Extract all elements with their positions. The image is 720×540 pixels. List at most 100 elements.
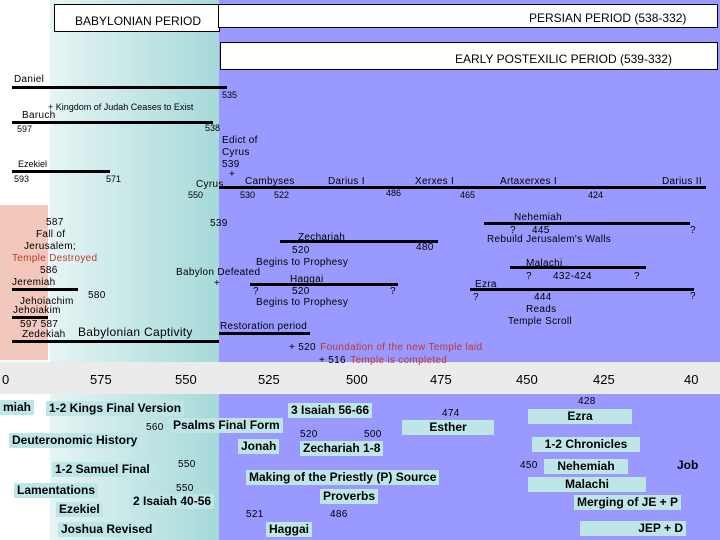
foundation-year: + 520: [289, 342, 316, 353]
xerxes-bar: [388, 186, 460, 189]
axis-tick-425: 425: [593, 372, 615, 387]
y521: 521: [246, 509, 264, 520]
foundation-text: Foundation of the new Temple laid: [320, 342, 483, 353]
axis-tick-575: 575: [90, 372, 112, 387]
restoration-label: Restoration period: [220, 321, 308, 332]
malachi-label: Malachi: [526, 258, 563, 269]
ezra-bar: [470, 288, 694, 291]
jonah-label: Jonah: [238, 439, 280, 455]
haggai-bar: [250, 283, 398, 286]
psalms-label: Psalms Final Form: [170, 418, 283, 434]
ezekiel-bar: [12, 170, 110, 173]
persian-header-text: PERSIAN PERIOD (538-332): [529, 11, 687, 25]
y550b: 550: [176, 483, 194, 494]
ezekiel-label: Ezekiel: [18, 159, 48, 169]
ezekiel-label-lower: Ezekiel: [56, 502, 103, 518]
fall-year: 587: [46, 217, 64, 228]
daniel-end: 535: [222, 90, 238, 100]
jeremiah-bar: [12, 288, 78, 291]
captivity-bar-left: [12, 340, 48, 343]
haggai-start: 520: [292, 286, 310, 297]
malachi-bar: [510, 266, 646, 269]
edict-line-2: Cyrus: [222, 147, 250, 158]
axis-tick-525: 525: [258, 372, 280, 387]
fall-line-2: Fall of: [36, 229, 66, 240]
isaiah3-label: 3 Isaiah 56-66: [288, 403, 373, 419]
baruch-bar: [12, 121, 213, 124]
malachi-q: ?: [526, 271, 532, 282]
artaxerxes-label: Artaxerxes I: [500, 176, 557, 187]
temple-scroll: Temple Scroll: [508, 316, 572, 327]
axis-tick-500: 500: [346, 372, 368, 387]
chronicles-label: 1-2 Chronicles: [532, 437, 640, 453]
zedekiah-years: 597 587: [20, 319, 59, 330]
samuel-label: 1-2 Samuel Final: [52, 462, 153, 478]
haggai-label: Haggai: [290, 274, 324, 285]
edict-line-3: 539: [222, 159, 240, 170]
nehemiah-label-lower: Nehemiah: [544, 459, 628, 475]
jepd-label: JEP + D: [580, 521, 686, 537]
daniel-bar: [12, 86, 227, 89]
babylonian-region: [50, 0, 219, 540]
jeremiah-label: Jeremiah: [12, 277, 56, 288]
miah-label: miah: [0, 400, 35, 416]
baruch-start: 597: [17, 124, 33, 134]
rebuild-walls: Rebuild Jerusalem's Walls: [487, 234, 612, 245]
priestly-label: Making of the Priestly (P) Source: [246, 470, 440, 486]
nehemiah-bar: [484, 222, 690, 225]
completed-year: + 516: [319, 355, 346, 366]
ezra-q: ?: [473, 292, 479, 303]
cyrus-bar: [219, 186, 242, 189]
temple-destroyed: Temple Destroyed: [12, 253, 98, 264]
kings-label: 1-2 Kings Final Version: [46, 401, 185, 417]
cyrus-start: 538: [205, 123, 221, 133]
edict-line-4: +: [229, 169, 236, 180]
y486: 486: [330, 509, 348, 520]
postexilic-header-text: EARLY POSTEXILIC PERIOD (539-332): [455, 52, 672, 66]
isaiah2-label: 2 Isaiah 40-56: [130, 494, 215, 510]
foundation-line: + 520 Foundation of the new Temple laid: [289, 337, 482, 355]
begins-prophesy-2: Begins to Prophesy: [256, 297, 349, 308]
babylonian-header-text: BABYLONIAN PERIOD: [75, 14, 202, 28]
edict-line-1: Edict of: [222, 135, 258, 146]
esther-label: Esther: [402, 420, 494, 436]
axis-tick-0: 0: [2, 372, 10, 387]
malachi-end-q: ?: [634, 271, 640, 282]
axis-tick-550: 550: [175, 372, 197, 387]
ezra-label: Ezra: [475, 279, 497, 290]
haggai-label-lower: Haggai: [266, 522, 313, 538]
darius1-label: Darius I: [328, 176, 365, 187]
ezra-end-q: ?: [690, 291, 696, 302]
begins-prophesy-1: Begins to Prophesy: [256, 257, 349, 268]
persian-region: [219, 0, 720, 540]
ezekiel-start: 593: [14, 174, 30, 184]
zech-500-lower: 500: [364, 429, 382, 440]
captivity-bar: [48, 340, 219, 343]
haggai-start-q: ?: [253, 286, 259, 297]
axis-tick-40: 40: [684, 372, 699, 387]
babylonian-header: BABYLONIAN PERIOD: [54, 4, 220, 32]
nehemiah-q: ?: [510, 225, 516, 236]
early-region: [0, 205, 48, 360]
proverbs-label: Proverbs: [320, 489, 379, 505]
haggai-end-q: ?: [390, 286, 396, 297]
zechariah-bar: [280, 240, 438, 243]
ezra-label-lower: Ezra: [528, 409, 632, 425]
zechariah-label: Zechariah: [298, 232, 346, 243]
darius2-label: Darius II: [662, 176, 702, 187]
zech-end: 480: [416, 242, 434, 253]
y550a: 550: [178, 459, 196, 470]
nehemiah-end-q: ?: [690, 225, 696, 236]
cambyses-start: 530: [240, 190, 256, 200]
persian-header: PERSIAN PERIOD (538-332): [218, 4, 718, 28]
malachi-years: 432-424: [553, 271, 592, 282]
fall-line-3: Jerusalem;: [24, 241, 76, 252]
y428: 428: [578, 396, 596, 407]
daniel-label: Daniel: [14, 74, 45, 85]
jehoiachim-label: Jehoiachim: [20, 296, 74, 307]
y586: 586: [40, 265, 58, 276]
malachi-label-lower: Malachi: [528, 477, 646, 493]
deuteronomic-label: Deuteronomic History: [9, 433, 141, 449]
ezra-year: 444: [534, 292, 552, 303]
